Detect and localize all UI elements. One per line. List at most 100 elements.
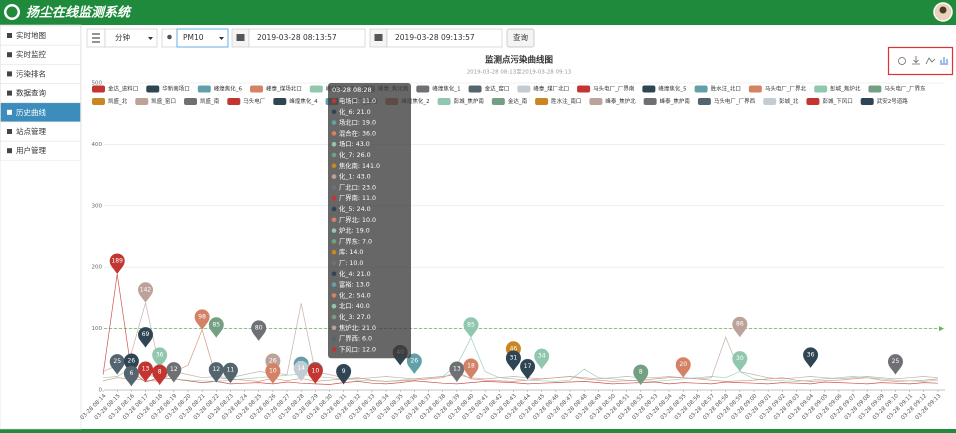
legend-swatch [250, 85, 264, 93]
legend-label: 金达_窑口 [485, 85, 510, 93]
legend-swatch [517, 85, 531, 93]
legend-item[interactable]: 马头电厂 [227, 97, 266, 105]
mark-pin [138, 282, 154, 303]
legend-item[interactable]: 峰泰_焦炉北 [589, 97, 636, 105]
pollutant-select[interactable] [176, 28, 229, 48]
legend-item[interactable]: 凯盛_南 [184, 97, 220, 105]
legend-item[interactable]: 峰泰_煤厂北口 [517, 85, 569, 93]
legend-label: 彭城_北 [779, 97, 799, 105]
legend-item[interactable]: 胜水注_南口 [535, 97, 581, 105]
tooltip-dot [331, 185, 337, 190]
legend-label: 胜水注_南口 [551, 97, 581, 105]
mark-pin [803, 347, 819, 368]
legend-item[interactable]: 凯盛_窑口 [135, 97, 176, 105]
legend-item[interactable]: 彭城_焦炉北 [814, 85, 861, 93]
tooltip-dot [331, 347, 337, 352]
legend-item[interactable]: 马头电厂_厂界东 [868, 85, 926, 93]
legend-item[interactable]: 凯盛_北 [92, 97, 128, 105]
mark-pin [166, 362, 182, 383]
end-time-input[interactable] [386, 28, 503, 48]
mark-pin [208, 317, 224, 338]
legend-item[interactable]: 峰煌焦化_5 [642, 85, 687, 93]
legend-label: 马头电厂_厂界北 [765, 85, 807, 93]
legend-item[interactable]: 马头电厂_厂界南 [577, 85, 635, 93]
tooltip-dot [331, 325, 337, 331]
legend-item[interactable]: 马头电厂_厂界西 [697, 97, 756, 105]
menu-item[interactable] [0, 140, 81, 161]
tooltip-row: 炉北: 19.0 [339, 226, 370, 235]
calendar-icon [236, 34, 245, 41]
mark-pin [138, 361, 154, 383]
legend-label: 凯盛_北 [108, 97, 128, 105]
mark-pin [336, 363, 352, 385]
legend-label: 彭城_焦炉南 [454, 97, 485, 105]
refresh-icon[interactable] [898, 57, 906, 65]
legend-swatch [92, 85, 105, 93]
legend-swatch [860, 98, 874, 105]
tooltip-row: 厂北口: 23.0 [339, 183, 376, 191]
legend-item[interactable]: 金达_窑口 [468, 85, 510, 93]
calendar-icon [374, 34, 383, 41]
legend-item[interactable]: 峰煌焦化_6 [197, 85, 243, 93]
legend-item[interactable]: 武安2号道路 [860, 97, 908, 105]
legend-label: 胜水注_北口 [711, 85, 741, 93]
mark-pin [887, 354, 903, 375]
menu-label: 历史曲线 [16, 107, 46, 117]
legend-label: 峰煌焦化_2 [401, 97, 429, 105]
tooltip-row: 化_2: 54.0 [339, 290, 371, 299]
legend-item[interactable]: 金达_进料口 [92, 85, 138, 93]
mark-pin [152, 347, 168, 368]
legend-item[interactable]: 彭城_焦炉南 [437, 97, 485, 105]
mark-pin [463, 317, 479, 338]
mark-pin-label: 25 [892, 358, 900, 365]
legend-item[interactable]: 峰煌焦化_4 [273, 97, 318, 105]
legend-item[interactable]: 金达_南 [491, 97, 528, 105]
legend-item[interactable]: 马头电厂_厂界北 [748, 85, 807, 93]
bar-icon[interactable] [940, 57, 948, 65]
mark-line-arrow [939, 326, 944, 332]
legend-label: 凯盛_窑口 [151, 97, 176, 105]
mark-pin [732, 351, 748, 372]
mark-pin-label: 31 [510, 354, 518, 361]
tooltip-row: 化_1: 43.0 [339, 172, 371, 181]
query-button[interactable] [506, 28, 535, 48]
legend-label: 华新南场口 [162, 85, 190, 93]
legend-item[interactable]: 彭城_下风口 [806, 97, 853, 105]
menu-icon [7, 90, 12, 96]
tooltip-dot [331, 131, 337, 136]
logo-inner [6, 6, 18, 18]
y-tick-label: 0 [99, 388, 103, 394]
mark-pin [633, 364, 649, 386]
legend-item[interactable]: 胜水注_北口 [694, 85, 741, 93]
tooltip-dot [331, 217, 337, 223]
menu-label: 污染排名 [16, 68, 46, 78]
mark-pin-label: 13 [453, 366, 461, 373]
tooltip-dot [331, 239, 337, 244]
legend-swatch [437, 98, 451, 105]
legend-label: 彭城_焦炉北 [830, 85, 861, 93]
mark-pin-label: 8 [158, 369, 162, 376]
tooltip-dot [331, 109, 337, 115]
y-tick-label: 400 [92, 142, 103, 148]
legend-swatch [643, 98, 657, 105]
legend-item[interactable]: 彭城_北 [763, 97, 799, 105]
tooltip-row: 北口: 40.0 [339, 302, 370, 310]
legend-item[interactable]: 峰煌焦化_1 [416, 85, 461, 93]
mark-pin-label: 10 [269, 367, 277, 374]
start-time-input[interactable] [248, 28, 366, 48]
header-bar [0, 0, 956, 25]
legend-swatch [309, 85, 323, 93]
legend-item[interactable]: 华新南场口 [146, 85, 190, 93]
legend-item[interactable]: 峰泰_焦炉南 [643, 97, 691, 105]
line-icon[interactable] [925, 57, 936, 65]
mark-pin [406, 353, 422, 375]
legend-label: 马头电厂_厂界西 [714, 97, 756, 105]
tooltip-row: 厂界南: 11.0 [339, 193, 376, 202]
legend-item[interactable]: 峰泰_煤场北口 [250, 85, 302, 93]
tooltip-row: 下风口: 12.0 [339, 345, 376, 353]
download-icon[interactable] [912, 56, 920, 65]
mark-pin [732, 316, 748, 338]
mark-pin [152, 364, 168, 386]
interval-select[interactable] [104, 28, 158, 48]
query-button-label: 查询 [513, 32, 528, 42]
